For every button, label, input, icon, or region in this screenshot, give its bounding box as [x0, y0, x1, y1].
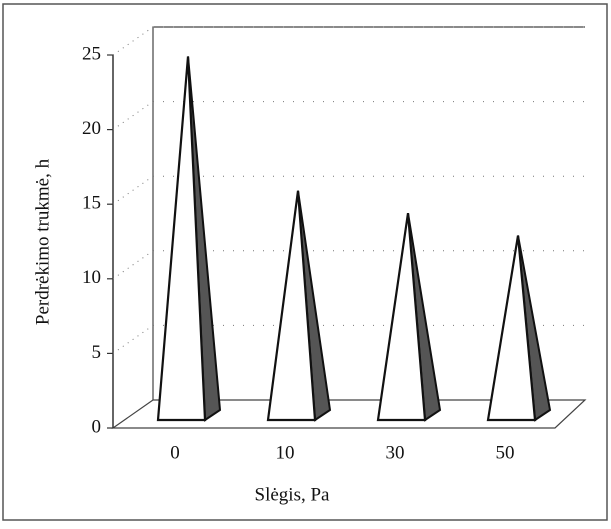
x-tick-label: 0 — [170, 442, 180, 463]
floor — [111, 399, 587, 429]
pyramid-front — [266, 190, 317, 422]
pyramid-front — [486, 235, 537, 422]
grid-line — [112, 175, 154, 205]
pyramid-front — [156, 56, 207, 422]
grid-line — [112, 250, 154, 280]
y-tick-label: 25 — [82, 43, 101, 64]
y-tick-label: 0 — [92, 416, 102, 437]
y-tick-label: 15 — [82, 193, 101, 214]
grid-line — [112, 101, 154, 131]
y-tick-label: 20 — [82, 118, 101, 139]
x-tick-label: 30 — [386, 442, 405, 463]
pyramid-front — [376, 212, 427, 422]
y-tick-label: 10 — [82, 267, 101, 288]
x-tick-label: 50 — [496, 442, 515, 463]
y-axis-label: Perdrėkimo trukmė, h — [32, 158, 53, 325]
grid-line — [112, 26, 154, 56]
y-tick-label: 5 — [92, 342, 102, 363]
x-axis-label: Slėgis, Pa — [255, 484, 331, 505]
x-tick-label: 10 — [276, 442, 295, 463]
grid-line — [112, 324, 154, 354]
